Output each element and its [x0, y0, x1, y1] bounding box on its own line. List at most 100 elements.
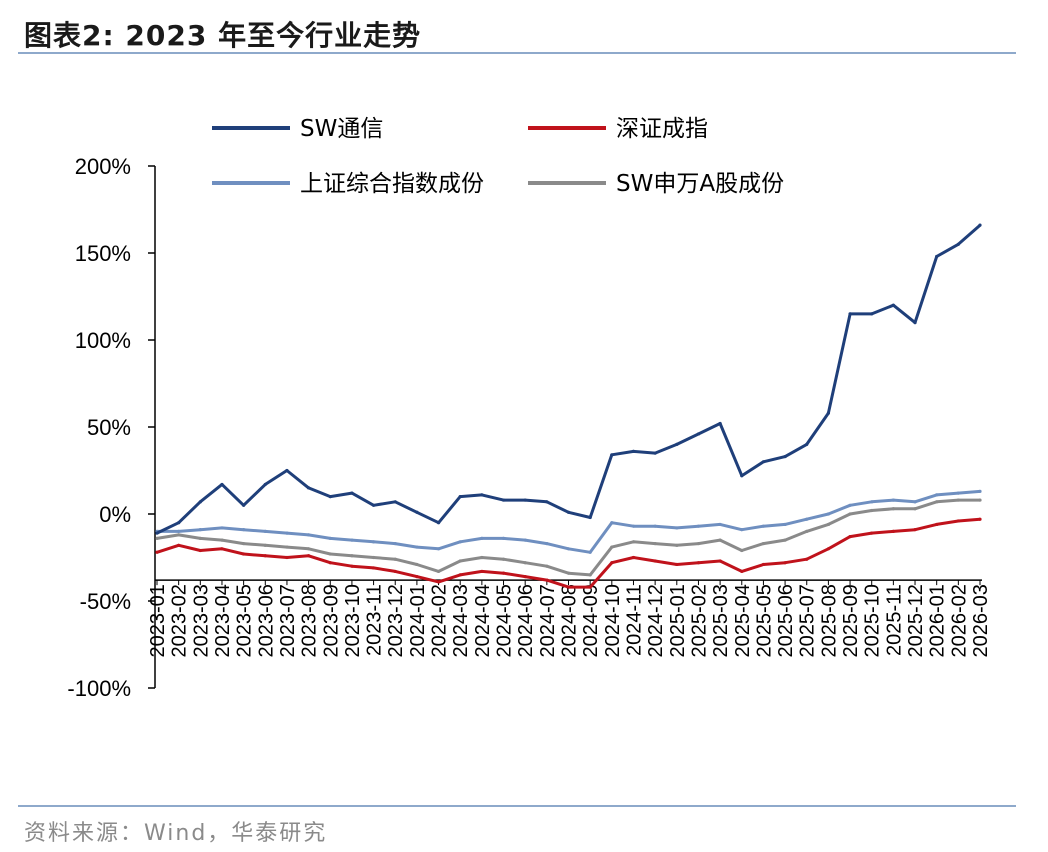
x-tick-label: 2025-03 [710, 584, 732, 657]
data-point [631, 555, 636, 560]
legend-label: SW申万A股成份 [616, 171, 784, 197]
data-point [783, 538, 787, 542]
data-point [307, 486, 311, 490]
x-tick-label: 2025-09 [840, 584, 862, 657]
y-tick-label: -100% [67, 676, 131, 701]
data-point [523, 575, 527, 579]
data-point [935, 254, 939, 259]
data-point [588, 515, 592, 520]
data-point [978, 223, 982, 227]
data-point [718, 522, 722, 527]
data-point [480, 555, 484, 560]
data-point [328, 536, 332, 540]
data-point [242, 541, 246, 546]
data-point [891, 529, 895, 534]
x-tick-label: 2023-12 [385, 584, 407, 657]
data-point [761, 460, 766, 464]
data-point [458, 559, 462, 563]
x-tick-label: 2024-05 [494, 584, 516, 657]
data-point [285, 531, 289, 535]
data-point [545, 500, 549, 504]
data-point [761, 562, 766, 567]
x-tick-label: 2026-01 [927, 584, 949, 657]
data-point [545, 564, 549, 568]
data-point [328, 495, 332, 499]
data-point [220, 482, 224, 487]
bottom-rule [18, 805, 1016, 807]
data-point [436, 521, 441, 525]
data-point [761, 524, 766, 528]
x-tick-label: 2023-08 [299, 584, 321, 657]
data-point [740, 528, 744, 532]
data-point [696, 524, 701, 528]
x-tick-label: 2024-08 [559, 584, 581, 657]
data-point [566, 510, 571, 514]
data-point [653, 524, 657, 528]
data-point [610, 453, 614, 457]
data-point [350, 564, 354, 568]
x-tick-label: 2024-03 [450, 584, 472, 657]
x-tick-label: 2024-12 [645, 584, 667, 657]
data-point [913, 507, 917, 511]
data-point [263, 529, 267, 534]
data-point [501, 536, 506, 540]
data-point [826, 411, 830, 415]
data-point [285, 545, 289, 549]
x-tick-label: 2023-06 [255, 584, 277, 657]
data-point [870, 500, 874, 504]
data-point [610, 545, 614, 549]
data-point [458, 495, 462, 499]
data-point [653, 451, 657, 455]
data-point [177, 521, 181, 525]
data-point [242, 503, 246, 507]
data-point [220, 547, 224, 551]
data-point [328, 561, 332, 565]
series-lines [155, 223, 982, 589]
data-point [371, 555, 376, 560]
y-tick-label: 150% [75, 241, 131, 266]
y-axis: -100% -50% 0% 50% 100% 150% 200% [67, 154, 156, 701]
y-tick-label: 50% [87, 415, 131, 440]
data-point [891, 303, 895, 307]
legend-label: SW通信 [300, 116, 383, 142]
x-axis: 2023-01 2023-02 2023-03 2023-04 2023-05 2023-… [147, 579, 992, 658]
x-tick-label: 2025-04 [732, 584, 754, 657]
data-point [891, 507, 895, 511]
x-tick-label: 2025-11 [883, 584, 905, 656]
data-point [198, 548, 202, 553]
data-point [177, 529, 181, 534]
data-point [177, 533, 181, 537]
data-point [913, 321, 917, 325]
x-tick-label: 2023-03 [190, 584, 212, 657]
data-point [436, 547, 441, 551]
data-point [242, 528, 246, 532]
x-tick-label: 2025-07 [797, 584, 819, 657]
data-point [545, 578, 549, 582]
data-point [501, 571, 506, 575]
data-point [848, 535, 852, 539]
x-tick-label: 2025-12 [905, 584, 927, 657]
data-point [675, 543, 679, 547]
data-point [198, 536, 202, 540]
data-point [805, 442, 809, 446]
data-point [718, 421, 722, 426]
data-point [696, 432, 701, 436]
data-point [393, 557, 397, 561]
data-point [870, 531, 874, 535]
data-point [393, 500, 397, 504]
data-point [718, 559, 722, 563]
series-line-1 [156, 517, 981, 589]
x-tick-label: 2024-10 [602, 584, 624, 657]
data-point [783, 522, 787, 527]
y-tick-label: 0% [99, 502, 131, 527]
data-point [826, 547, 830, 551]
data-point [588, 550, 592, 554]
data-point [978, 489, 982, 493]
data-point [415, 545, 419, 549]
y-tick-label: 100% [75, 328, 131, 353]
data-point [371, 566, 376, 570]
x-tick-label: 2024-09 [580, 584, 602, 657]
data-point [740, 548, 744, 553]
data-point [956, 491, 960, 495]
